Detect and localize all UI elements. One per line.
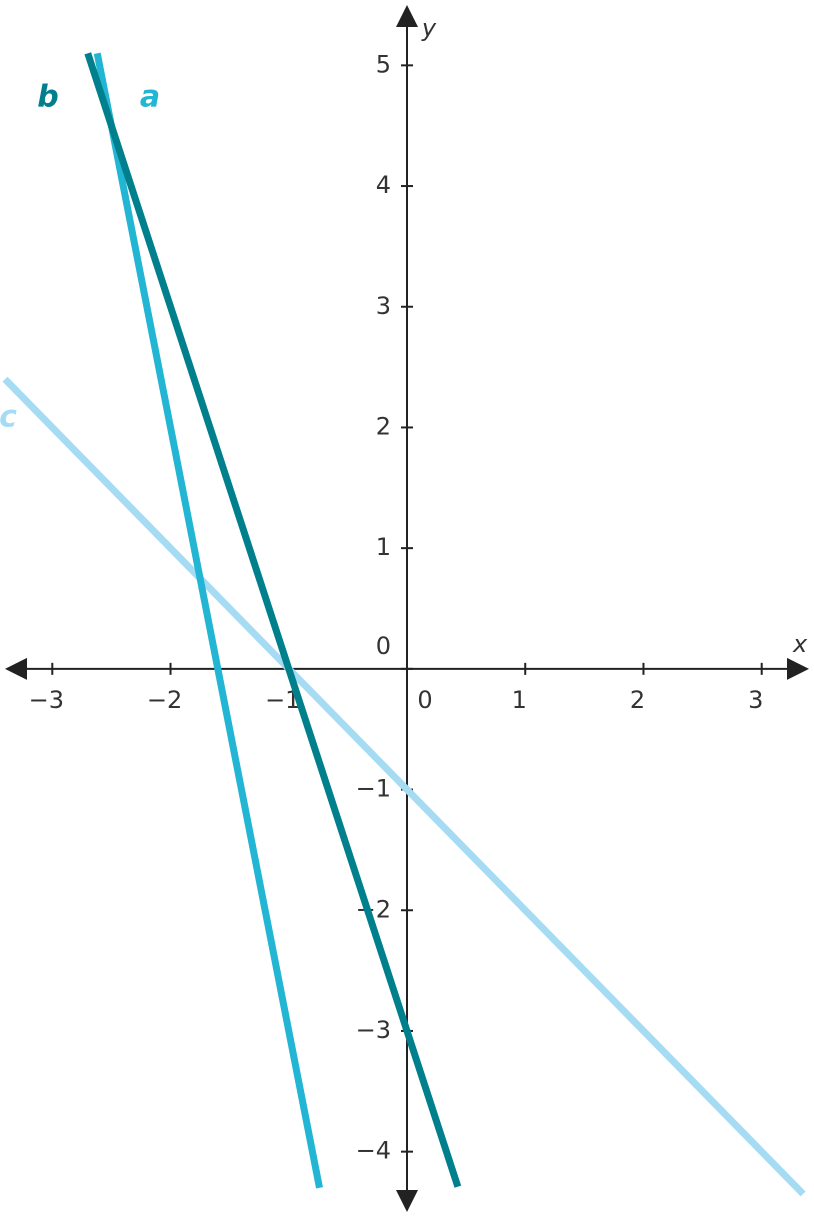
x-axis-label: x	[792, 630, 808, 658]
series-label: b	[37, 80, 58, 115]
x-tick-label: −2	[147, 686, 182, 714]
y-tick-label: 2	[376, 412, 391, 440]
series-label: c	[0, 400, 17, 435]
x-tick-label: −3	[29, 686, 64, 714]
line	[84, 52, 462, 1188]
line	[93, 52, 323, 1189]
y-tick-label: −4	[356, 1137, 391, 1165]
y-axis-label: y	[421, 14, 437, 42]
arrow	[787, 657, 809, 680]
series-label: a	[140, 80, 160, 115]
y-tick-label: 0	[376, 632, 391, 660]
y-tick-label: 3	[376, 292, 391, 320]
y-tick-label: 1	[376, 533, 391, 561]
y-tick-label: −1	[356, 775, 391, 803]
line	[2, 376, 806, 1197]
arrow	[5, 657, 27, 680]
y-tick-label: 4	[376, 171, 391, 199]
x-tick-label: 3	[748, 686, 763, 714]
arrow	[396, 1190, 418, 1212]
x-tick-label: 1	[512, 686, 527, 714]
y-tick-label: 5	[376, 50, 391, 78]
y-tick-label: −3	[356, 1016, 391, 1044]
arrow	[396, 5, 418, 27]
x-tick-label: 0	[417, 686, 432, 714]
x-tick-label: 2	[630, 686, 645, 714]
